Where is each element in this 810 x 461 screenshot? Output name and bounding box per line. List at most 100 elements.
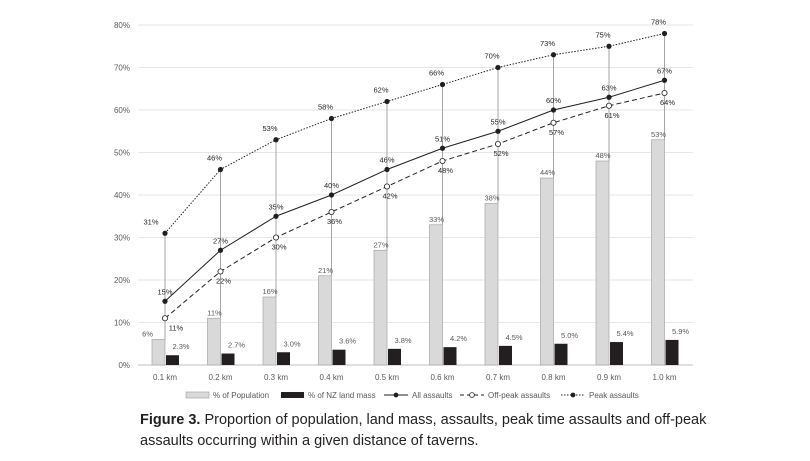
all-assaults-line <box>164 79 665 302</box>
land-mass-bar <box>443 347 457 365</box>
y-tick-label: 20% <box>114 276 130 285</box>
x-tick-label: 0.4 km <box>319 373 343 382</box>
legend-off-peak-marker <box>469 392 475 398</box>
all-assaults-label: 67% <box>657 66 672 75</box>
y-tick-label: 30% <box>114 234 130 243</box>
land-mass-bar <box>277 352 290 365</box>
off-peak-assaults-label: 22% <box>216 277 231 286</box>
peak-assaults-label: 58% <box>318 103 333 112</box>
chart: 0% 10% 20% 30% 40% 50% 60% 70% 80% 0.1 km 0.2 km 0.… <box>114 18 693 400</box>
y-tick-label: 40% <box>114 191 130 200</box>
population-bar <box>651 139 665 366</box>
all-assaults-label: 60% <box>546 96 561 105</box>
off-peak-assaults-label: 48% <box>438 166 453 175</box>
off-peak-assaults-label: 61% <box>604 111 619 120</box>
population-bar <box>540 177 554 366</box>
population-bar <box>595 160 610 366</box>
peak-assaults-line <box>164 33 665 234</box>
x-tick-label: 0.1 km <box>153 373 177 382</box>
all-assaults-point <box>495 128 501 134</box>
all-assaults-point <box>606 94 612 100</box>
peak-assaults-label: 62% <box>373 86 388 95</box>
off-peak-assaults-point <box>272 234 279 241</box>
peak-assaults-label: 46% <box>207 154 222 163</box>
peak-assaults-point <box>661 30 668 37</box>
population-bar-label: 44% <box>540 168 555 177</box>
population-bar <box>207 317 221 366</box>
peak-assaults-label: 70% <box>484 52 499 61</box>
all-assaults-point <box>162 298 168 304</box>
off-peak-assaults-point <box>161 315 168 322</box>
x-tick-label: 0.9 km <box>597 373 621 382</box>
peak-assaults-point <box>328 115 335 122</box>
all-assaults-label: 51% <box>435 134 450 143</box>
y-tick-label: 0% <box>118 361 130 370</box>
all-assaults-label: 63% <box>601 83 616 92</box>
land-mass-bar <box>554 343 568 365</box>
figure-label: Figure 3. <box>140 412 201 428</box>
population-bar-label: 48% <box>595 151 610 160</box>
legend-land-mass-label: % of NZ land mass <box>308 391 376 400</box>
population-bar-label: 11% <box>207 308 222 317</box>
peak-assaults-label: 66% <box>429 69 444 78</box>
population-bar <box>151 339 166 366</box>
population-bar <box>484 203 499 366</box>
all-assaults-label: 55% <box>490 117 505 126</box>
land-mass-bar-label: 3.6% <box>339 337 356 346</box>
land-mass-bar <box>499 345 512 365</box>
legend-peak-label: Peak assaults <box>589 391 639 400</box>
off-peak-assaults-label: 11% <box>169 323 184 332</box>
off-peak-assaults-label: 36% <box>327 217 342 226</box>
off-peak-assaults-point <box>606 102 613 109</box>
all-assaults-point <box>384 166 390 173</box>
all-assaults-point <box>328 192 335 198</box>
all-assaults-label: 46% <box>379 156 394 165</box>
legend-population-label: % of Population <box>213 391 269 400</box>
land-mass-bar-label: 2.3% <box>172 342 189 351</box>
land-mass-bar <box>332 349 346 365</box>
land-mass-bar-label: 3.0% <box>283 339 300 348</box>
legend-all-assaults-label: All assaults <box>412 391 452 400</box>
peak-assaults-label: 75% <box>595 30 610 39</box>
population-bar-label: 21% <box>318 266 333 275</box>
peak-assaults-label: 73% <box>540 39 555 48</box>
population-bar <box>262 296 277 366</box>
population-bar <box>373 249 388 366</box>
y-tick-label: 70% <box>114 64 130 73</box>
peak-assaults-point <box>384 98 390 105</box>
off-peak-assaults-line <box>164 92 665 319</box>
peak-assaults-point <box>273 137 279 143</box>
all-assaults-label: 27% <box>213 236 228 245</box>
off-peak-assaults-point <box>661 90 668 97</box>
peak-assaults-point <box>606 43 612 49</box>
off-peak-assaults-label: 57% <box>549 128 564 137</box>
peak-assaults-point <box>439 81 446 88</box>
legend-land-mass-swatch <box>281 392 304 398</box>
population-bar-label: 33% <box>429 215 444 224</box>
peak-assaults-point <box>162 230 168 236</box>
population-bar-label: 53% <box>651 130 666 139</box>
x-tick-label: 0.3 km <box>264 373 288 382</box>
all-assaults-label: 15% <box>157 287 172 296</box>
land-mass-bar <box>610 342 623 365</box>
all-assaults-point <box>661 77 668 83</box>
peak-assaults-label: 31% <box>143 217 158 226</box>
x-tick-label: 0.2 km <box>208 373 232 382</box>
y-tick-label: 10% <box>114 319 130 328</box>
land-mass-bar-label: 4.2% <box>450 334 467 343</box>
peak-assaults-label: 78% <box>651 18 666 27</box>
figure-caption: Figure 3. Proportion of population, land… <box>140 410 760 452</box>
land-mass-bar <box>388 348 401 365</box>
land-mass-bar-label: 5.4% <box>616 329 633 338</box>
all-assaults-point <box>439 145 446 151</box>
population-bar-label: 6% <box>142 330 153 339</box>
legend-peak-marker <box>570 392 576 398</box>
x-tick-label: 0.8 km <box>541 373 565 382</box>
x-tick-label: 0.6 km <box>430 373 454 382</box>
legend-off-peak-label: Off-peak assaults <box>488 391 550 400</box>
land-mass-bar-label: 5.0% <box>561 331 578 340</box>
land-mass-bar-label: 5.9% <box>672 327 689 336</box>
x-tick-label: 0.7 km <box>486 373 510 382</box>
off-peak-assaults-point <box>328 208 335 215</box>
peak-assaults-point <box>495 64 501 71</box>
